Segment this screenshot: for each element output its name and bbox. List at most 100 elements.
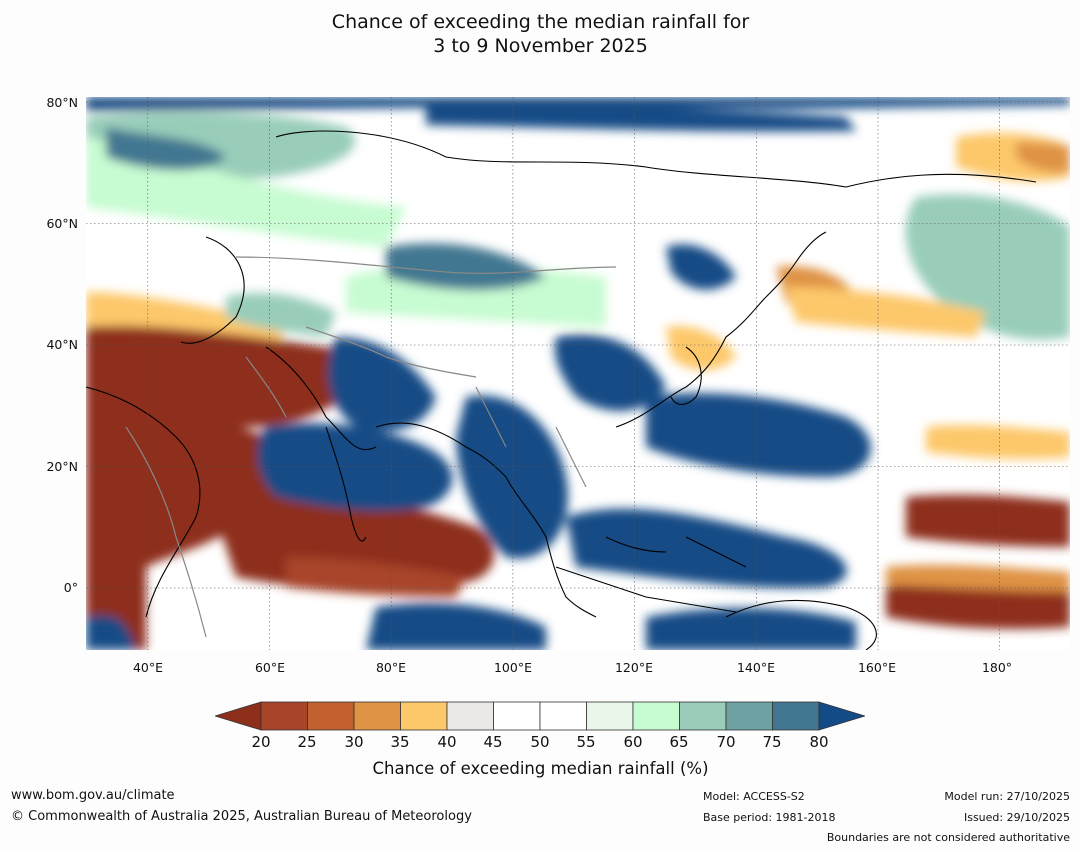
- colorbar-tick: 25: [297, 733, 317, 751]
- title-line-2: 3 to 9 November 2025: [433, 35, 648, 57]
- colorbar-tick: 45: [483, 733, 503, 751]
- probability-region: [327, 337, 436, 431]
- probability-region: [566, 508, 847, 588]
- coastline: [725, 599, 877, 650]
- colorbar-tick: 60: [623, 733, 643, 751]
- probability-region: [666, 244, 736, 290]
- lon-label: 100°E: [493, 660, 532, 675]
- colorbar-segment: [446, 701, 494, 731]
- probability-region: [666, 326, 736, 371]
- country-boundary: [245, 356, 287, 418]
- rainfall-probability-map: [86, 97, 1070, 650]
- probability-region: [206, 484, 495, 590]
- coastline: [265, 346, 377, 451]
- coastline: [180, 236, 245, 344]
- coastline: [670, 346, 702, 406]
- country-boundary: [125, 426, 207, 638]
- colorbar-label: Chance of exceeding median rainfall (%): [372, 759, 709, 778]
- country-boundaries: [125, 256, 617, 638]
- colorbar-segment: [260, 701, 308, 731]
- probability-region: [86, 615, 136, 650]
- colorbar-tick: 55: [576, 733, 596, 751]
- coastline: [505, 476, 597, 618]
- website-link[interactable]: www.bom.gov.au/climate: [11, 788, 175, 803]
- colorbar-tick: 40: [437, 733, 457, 751]
- probability-region: [786, 287, 986, 337]
- model-name: Model: ACCESS-S2: [703, 790, 805, 803]
- colorbar-segment: [307, 701, 355, 731]
- country-boundary: [475, 386, 507, 448]
- colorbar-segment: [586, 701, 634, 731]
- lat-label: 80°N: [46, 95, 78, 110]
- probability-region: [905, 194, 1070, 340]
- probability-region: [386, 243, 546, 291]
- country-boundary: [555, 426, 587, 488]
- boundaries-disclaimer: Boundaries are not considered authoritat…: [826, 831, 1070, 844]
- probability-region: [86, 326, 371, 445]
- coastline: [325, 426, 367, 542]
- probability-region: [886, 564, 1070, 592]
- probability-region: [226, 292, 336, 337]
- coastline: [86, 386, 201, 618]
- lon-label: 160°E: [857, 660, 896, 675]
- probability-region: [554, 334, 666, 411]
- probability-region: [426, 104, 856, 132]
- country-boundary: [305, 326, 477, 378]
- colorbar-low-extension: [215, 701, 262, 731]
- coastline: [765, 231, 827, 298]
- probability-region: [646, 607, 856, 650]
- colorbar-tick: 80: [809, 733, 829, 751]
- lat-label: 20°N: [46, 459, 78, 474]
- lat-label: 60°N: [46, 216, 78, 231]
- copyright-text: © Commonwealth of Australia 2025, Austra…: [11, 809, 472, 824]
- colorbar-segment: [353, 701, 401, 731]
- colorbar-tick: 35: [390, 733, 410, 751]
- probability-region: [366, 603, 546, 650]
- base-period: Base period: 1981-2018: [703, 811, 836, 824]
- colorbar: [215, 701, 865, 731]
- probability-region: [1016, 142, 1070, 173]
- lon-label: 80°E: [375, 660, 407, 675]
- issued-date: Issued: 29/10/2025: [963, 811, 1070, 824]
- colorbar-tick: 30: [344, 733, 364, 751]
- lat-label: 0°: [63, 580, 78, 595]
- title-line-1: Chance of exceeding the median rainfall …: [331, 11, 750, 33]
- colorbar-segment: [632, 701, 680, 731]
- colorbar-tick: 70: [716, 733, 736, 751]
- colorbar-tick: 75: [762, 733, 782, 751]
- lon-label: 180°: [981, 660, 1013, 675]
- probability-region: [886, 581, 1070, 629]
- probability-region: [86, 97, 1070, 111]
- lon-label: 120°E: [614, 660, 653, 675]
- colorbar-tick: 20: [251, 733, 271, 751]
- model-run-date: Model run: 27/10/2025: [944, 790, 1070, 803]
- probability-region: [926, 424, 1070, 460]
- lon-label: 140°E: [736, 660, 775, 675]
- colorbar-high-extension: [818, 701, 865, 731]
- lat-label: 40°N: [46, 337, 78, 352]
- coastline: [555, 566, 737, 613]
- colorbar-segment: [493, 701, 541, 731]
- probability-region: [106, 127, 226, 171]
- colorbar-segment: [772, 701, 820, 731]
- colorbar-tick: 50: [530, 733, 550, 751]
- lon-label: 60°E: [254, 660, 286, 675]
- probability-field: [86, 97, 1070, 650]
- probability-region: [646, 393, 871, 477]
- probability-region: [286, 557, 466, 597]
- colorbar-tick: 65: [669, 733, 689, 751]
- coastline: [685, 536, 747, 568]
- coastline: [605, 536, 667, 553]
- coastline: [375, 422, 507, 478]
- probability-region: [257, 423, 453, 512]
- colorbar-segment: [725, 701, 773, 731]
- coastline: [615, 296, 767, 428]
- country-boundary: [235, 256, 617, 274]
- probability-region: [906, 494, 1070, 547]
- probability-region: [86, 423, 292, 650]
- colorbar-segment: [539, 701, 587, 731]
- probability-region: [456, 395, 568, 559]
- colorbar-segment: [400, 701, 448, 731]
- lon-label: 40°E: [132, 660, 164, 675]
- colorbar-segment: [679, 701, 727, 731]
